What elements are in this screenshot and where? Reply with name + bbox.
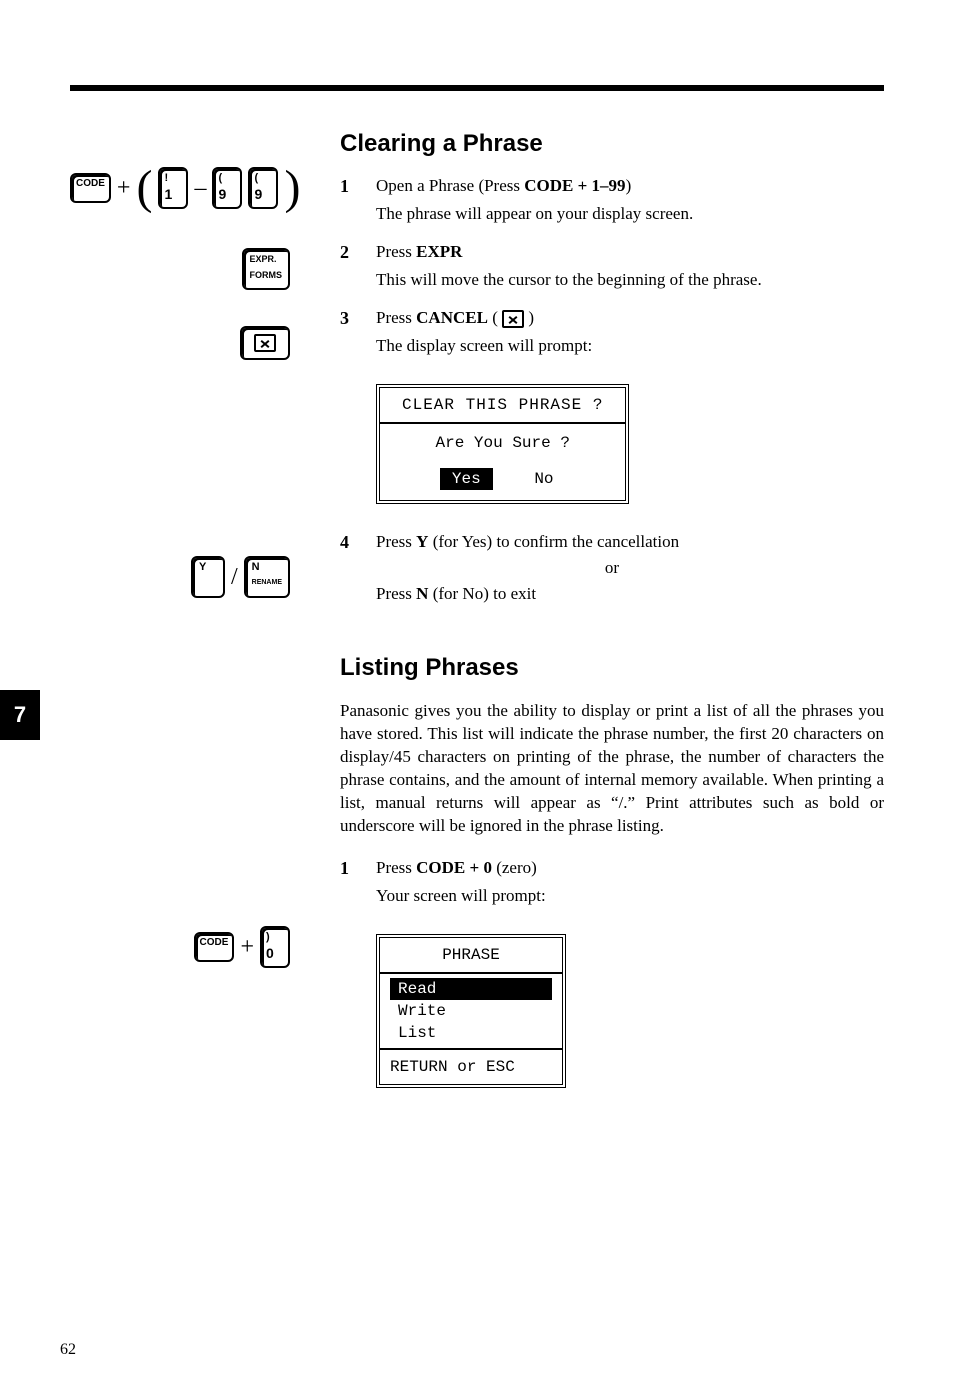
- dialog2-item-write: Write: [390, 1000, 552, 1022]
- key-9a: ( 9: [212, 167, 242, 209]
- key-y: Y: [191, 556, 225, 598]
- step-code: CANCEL: [416, 308, 488, 327]
- step-text: (for Yes) to confirm the cancellation: [428, 532, 679, 551]
- step-3: 3 Press CANCEL ( ): [340, 308, 884, 328]
- step-code: CODE + 0: [416, 858, 492, 877]
- dialog-option-no: No: [522, 468, 565, 490]
- horizontal-rule: [70, 85, 884, 91]
- paren-close: ): [284, 164, 300, 212]
- dialog-options: Yes No: [380, 462, 625, 500]
- step-text: Press: [376, 242, 416, 261]
- dialog-clear-phrase: CLEAR THIS PHRASE ? Are You Sure ? Yes N…: [376, 384, 629, 504]
- step-text: Open a Phrase (Press: [376, 176, 524, 195]
- section2-intro: Panasonic gives you the ability to displ…: [340, 700, 884, 838]
- step-code: CODE + 1–99: [524, 176, 625, 195]
- dialog2-item-read: Read: [390, 978, 552, 1000]
- key-n: N RENAME: [244, 556, 290, 598]
- key-code: CODE: [70, 173, 111, 203]
- keycombo-y-n: Y / N RENAME: [191, 556, 290, 598]
- dialog2-title: PHRASE: [380, 938, 562, 974]
- step-text: (: [488, 308, 502, 327]
- step-key: Y: [416, 532, 428, 551]
- paren-open: (: [136, 164, 152, 212]
- section2-title: Listing Phrases: [340, 654, 884, 682]
- step-text: ): [626, 176, 632, 195]
- step-text: Press: [376, 532, 416, 551]
- dialog2-footer: RETURN or ESC: [380, 1048, 562, 1084]
- step-number: 3: [340, 308, 349, 329]
- chapter-tab: 7: [0, 690, 40, 740]
- dialog2-item-list: List: [390, 1022, 552, 1044]
- cancel-icon: [254, 334, 276, 352]
- key-code-2: CODE: [194, 932, 235, 962]
- section1-title: Clearing a Phrase: [340, 130, 884, 158]
- key-1: ! 1: [158, 167, 188, 209]
- plus-sign: +: [117, 175, 131, 202]
- key-9b: ( 9: [248, 167, 278, 209]
- step-number: 1: [340, 176, 349, 197]
- dialog-title: CLEAR THIS PHRASE ?: [380, 388, 625, 424]
- step-2-sub: This will move the cursor to the beginni…: [376, 270, 884, 290]
- key-cancel: [240, 326, 290, 360]
- step-text: ): [524, 308, 534, 327]
- step-4-no: Press N (for No) to exit: [376, 584, 884, 604]
- step-number: 1: [340, 858, 349, 879]
- dash: –: [194, 175, 206, 202]
- s2-step-1: 1 Press CODE + 0 (zero): [340, 858, 884, 878]
- step-2: 2 Press EXPR: [340, 242, 884, 262]
- step-text: (zero): [492, 858, 537, 877]
- dialog-body: Are You Sure ?: [380, 424, 625, 462]
- dialog-phrase-menu: PHRASE Read Write List RETURN or ESC: [376, 934, 566, 1088]
- key-0: ) 0: [260, 926, 290, 968]
- step-text: Press: [376, 308, 416, 327]
- step-key: N: [416, 584, 428, 603]
- keycombo-code-0: CODE + ) 0: [194, 926, 290, 968]
- key-expr: EXPR. FORMS: [242, 248, 291, 290]
- step-4: 4 Press Y (for Yes) to confirm the cance…: [340, 532, 884, 552]
- cancel-icon-inline: [502, 310, 524, 328]
- step-3-sub: The display screen will prompt:: [376, 336, 884, 356]
- main-content: Clearing a Phrase 1 Open a Phrase (Press…: [340, 120, 884, 1098]
- step-code: EXPR: [416, 242, 462, 261]
- step-text: Press: [376, 858, 416, 877]
- dialog2-list: Read Write List: [380, 974, 562, 1048]
- plus-sign-2: +: [240, 934, 254, 961]
- step-4-or: or: [340, 558, 884, 578]
- left-key-column: CODE + ( ! 1 – ( 9 ( 9 ) EXPR. FORMS: [70, 120, 330, 1004]
- slash: /: [231, 564, 238, 591]
- s2-step-1-sub: Your screen will prompt:: [376, 886, 884, 906]
- step-text: (for No) to exit: [428, 584, 536, 603]
- keycombo-code-1-99: CODE + ( ! 1 – ( 9 ( 9 ): [70, 164, 330, 212]
- dialog-option-yes: Yes: [440, 468, 493, 490]
- page-number: 62: [60, 1341, 76, 1359]
- step-1: 1 Open a Phrase (Press CODE + 1–99): [340, 176, 884, 196]
- step-text: Press: [376, 584, 416, 603]
- step-1-sub: The phrase will appear on your display s…: [376, 204, 884, 224]
- step-number: 4: [340, 532, 349, 553]
- step-number: 2: [340, 242, 349, 263]
